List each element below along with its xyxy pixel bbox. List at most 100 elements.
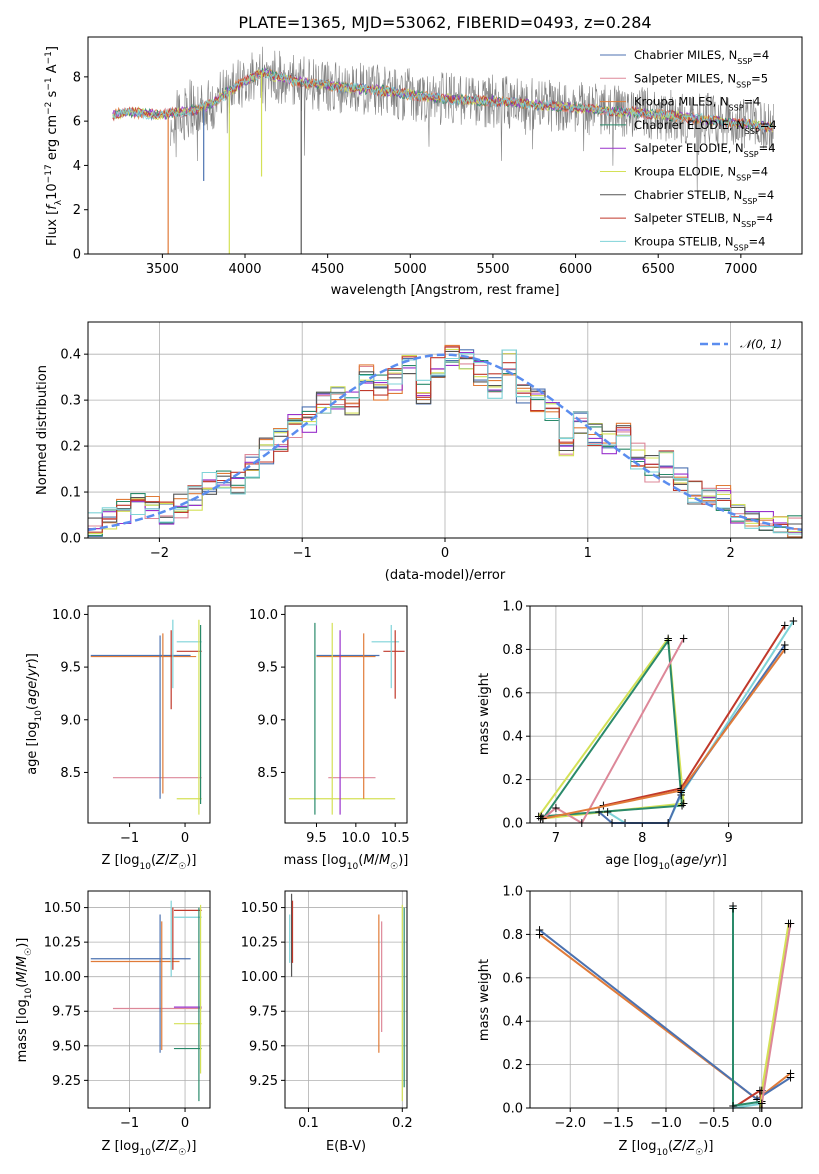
mass-age-ticks: 9.5 10.0 10.5 8.5 9.0 9.5 10.0: [249, 608, 410, 846]
spectrum-ticks: 3500 4000 4500 5000 5500 6000 6500 7000 0 2 4 6 8: [73, 70, 758, 277]
z-age-xlabel: Z [log10(Z/Z☉)]: [102, 853, 197, 872]
residual-ytick-label: 0.1: [60, 486, 81, 501]
z-weight-marker: +: [785, 1066, 795, 1080]
age-weight-line: [542, 648, 786, 820]
z-weight-grid: [530, 890, 802, 1109]
age-weight-lines: +++++++++++++++++ +++++ ++++++: [534, 614, 799, 830]
spectrum-ytick-label: 2: [73, 203, 81, 218]
z-weight-xlabel: Z [log10(Z/Z☉)]: [619, 1139, 714, 1158]
ebv-mass-xlabel: E(B-V): [326, 1139, 366, 1154]
z-mass-ytick-label: 9.50: [52, 1039, 81, 1054]
age-weight-xtick-label: 8: [638, 831, 646, 846]
age-weight-ylabel: mass weight: [477, 673, 492, 755]
mass-age-ytick-label: 9.0: [257, 713, 278, 728]
age-weight-marker: +: [663, 634, 673, 648]
residual-histogram: [88, 349, 802, 535]
z-weight-ytick-label: 0.4: [502, 1015, 523, 1030]
z-age-marks: [90, 619, 202, 815]
residual-ytick-label: 0.2: [60, 440, 81, 455]
age-weight-panel: +++++++++++++++++ +++++ ++++++ 7 8 9 0.0 0.2 0.…: [477, 600, 803, 872]
age-weight-marker: +: [536, 809, 546, 823]
residual-xtick-label: 2: [726, 546, 734, 561]
spectrum-xtick-label: 4500: [311, 262, 344, 277]
z-weight-xtick-label: −1.5: [602, 1116, 634, 1131]
z-weight-marker: +: [728, 899, 738, 913]
mass-age-xtick-label: 9.5: [306, 831, 327, 846]
z-weight-line: [732, 908, 762, 1107]
mass-age-ytick-label: 8.5: [257, 766, 278, 781]
residual-xtick-label: −1: [293, 546, 312, 561]
age-weight-marker: +: [538, 812, 548, 826]
z-mass-ytick-label: 10.00: [44, 970, 81, 985]
age-weight-xlabel: age [log10(age/yr)]: [605, 853, 727, 872]
age-weight-marker: +: [535, 812, 545, 826]
age-weight-ytick-label: 0.0: [502, 817, 523, 832]
ebv-mass-marks: [289, 893, 405, 1102]
spectrum-model-line: [112, 70, 774, 131]
z-weight-marker: +: [757, 1097, 767, 1111]
mass-age-xtick-label: 10.0: [341, 831, 370, 846]
z-age-axes-frame: [87, 605, 211, 824]
z-mass-ytick-label: 9.75: [52, 1005, 81, 1020]
spectrum-ytick-label: 8: [73, 70, 81, 85]
legend-entry: Kroupa ELODIE, NSSP=4: [634, 165, 768, 183]
z-mass-xlabel: Z [log10(Z/Z☉)]: [102, 1139, 197, 1158]
legend-entry: Chabrier STELIB, NSSP=4: [634, 188, 774, 206]
z-mass-ytick-label: 9.25: [52, 1074, 81, 1089]
residual-ticks: −2 −1 0 1 2 0.0 0.1 0.2 0.3 0.4: [60, 348, 734, 561]
residual-xtick-label: 0: [441, 546, 449, 561]
z-weight-marker: +: [785, 1071, 795, 1085]
age-weight-ytick-label: 0.4: [502, 730, 523, 745]
ebv-mass-xtick-label: 0.1: [298, 1116, 319, 1131]
z-weight-lines: +++++++++++ +++ ++++++: [535, 899, 796, 1115]
legend-entry: Chabrier MILES, NSSP=4: [634, 48, 769, 66]
ebv-mass-ytick-label: 10.00: [241, 970, 278, 985]
z-weight-marker: +: [728, 901, 738, 915]
age-weight-line: [542, 638, 685, 825]
mass-age-panel: 9.5 10.0 10.5 8.5 9.0 9.5 10.0 mass [log10(M/M…: [249, 605, 410, 872]
z-weight-xtick-label: 0.0: [751, 1116, 772, 1131]
spectrum-ylabel: Flux [fλ10−17 erg cm−2 s−1 A−1]: [44, 46, 64, 246]
age-weight-ytick-label: 0.8: [502, 643, 523, 658]
z-mass-xtick-label: 0: [181, 1116, 189, 1131]
z-age-xtick-label: −1: [120, 831, 139, 846]
spectrum-xtick-label: 6000: [559, 262, 592, 277]
z-weight-marker: +: [757, 1084, 767, 1098]
legend-entry: Salpeter MILES, NSSP=5: [634, 71, 768, 89]
ebv-mass-panel: 0.1 0.2 9.25 9.50 9.75 10.00 10.25 10.50 E(B-V): [241, 890, 413, 1154]
spectrum-ytick-label: 4: [73, 159, 81, 174]
spectrum-model-line: [112, 67, 774, 133]
age-weight-marker: +: [676, 781, 686, 795]
z-weight-xtick-label: −0.5: [698, 1116, 730, 1131]
z-weight-marker: +: [785, 917, 795, 931]
mass-age-marks: [288, 622, 405, 815]
z-weight-ylabel: mass weight: [477, 959, 492, 1041]
age-weight-line: [607, 620, 795, 824]
z-weight-marker: +: [535, 927, 545, 941]
age-weight-xtick-label: 7: [552, 831, 560, 846]
age-weight-marker: +: [679, 632, 689, 646]
age-weight-line: [603, 624, 786, 807]
z-weight-marker: +: [784, 917, 794, 931]
legend-entry: Chabrier ELODIE, NSSP=4: [634, 118, 777, 136]
age-weight-marker: +: [780, 642, 790, 656]
spectrum-xtick-label: 7000: [724, 262, 757, 277]
residual-xtick-label: −2: [150, 546, 169, 561]
ebv-mass-ticks: 0.1 0.2 9.25 9.50 9.75 10.00 10.25 10.50: [241, 901, 413, 1131]
normal-legend-label: 𝒩(0, 1): [740, 337, 782, 351]
z-weight-line: [538, 929, 792, 1101]
z-weight-marker: +: [755, 1084, 765, 1098]
age-weight-marker: +: [679, 796, 689, 810]
ebv-mass-grid: [285, 891, 407, 1108]
z-weight-line: [732, 906, 762, 1110]
mass-age-xtick-label: 10.5: [381, 831, 410, 846]
z-weight-ytick-label: 0.8: [502, 928, 523, 943]
spectrum-ytick-label: 0: [73, 248, 81, 263]
z-age-ytick-label: 9.0: [60, 713, 81, 728]
age-weight-marker: +: [788, 614, 798, 628]
z-weight-xtick-label: −1.0: [650, 1116, 682, 1131]
legend-entry: Salpeter STELIB, NSSP=4: [634, 211, 773, 229]
z-weight-ticks: −2.0 −1.5 −1.0 −0.5 0.0 0.0 0.2 0.4 0.6 0.8 1.0: [502, 885, 772, 1132]
